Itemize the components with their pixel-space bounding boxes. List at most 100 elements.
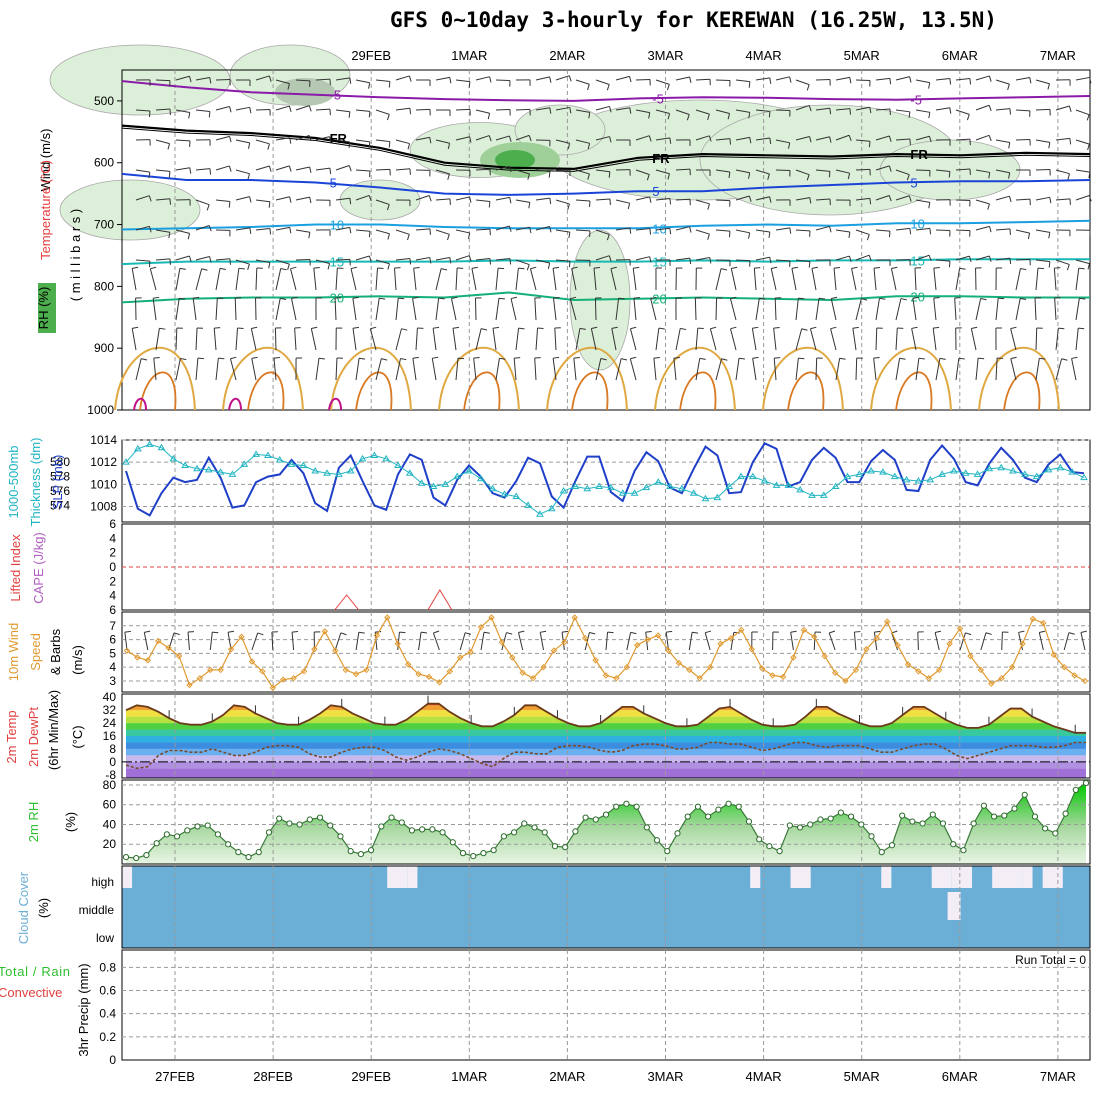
rh2m-marker [766,843,773,850]
rh2m-marker [296,821,303,828]
temp-tick-label: -8 [105,768,116,782]
temp-band [126,723,1086,730]
wind-barb [235,169,250,175]
thickness-marker [583,484,592,492]
wind-barb-flag [891,266,898,269]
wind-barb-flag [567,143,571,150]
wind-barb-flag [153,357,160,359]
wind-barb [195,358,199,381]
wind-barb [215,78,231,81]
wind-barb-flag [518,630,525,633]
thickness-marker [394,461,402,468]
rh2m-marker [705,813,712,820]
wind-barb-flag [949,107,952,114]
wind-barb [915,109,930,113]
wind-barb [431,358,437,381]
wind-barb-flag [249,196,252,203]
wind-barb [555,199,570,205]
wind-barb-flag [1086,114,1090,121]
wind-barb [1001,631,1003,651]
rh2m-marker [429,826,436,833]
wind10m-marker [300,668,308,675]
rh2m-marker [776,848,783,855]
wind-barb-flag [530,266,537,270]
rh2m-marker [531,824,538,831]
wind10m-marker [738,626,745,634]
wind-barb-flag [509,166,512,173]
wind-barb [673,358,677,381]
wind10m-marker [894,641,901,649]
wind-barb-flag [998,297,1005,300]
wind-barb-flag [768,111,771,118]
wind-barb [335,139,350,143]
rh2m-panel [121,779,1091,865]
wind10m-line [126,616,1086,689]
wind-barb [529,268,537,291]
wind-barb-flag [971,326,978,329]
wind-barb [352,298,357,321]
rh2m-marker [715,806,722,813]
wind-barb-flag [908,111,911,118]
wind10m-marker [425,673,433,681]
wind-barb [295,79,311,82]
thickness-marker [808,491,816,498]
cloud-high-gap [931,866,952,888]
thickness-marker [453,472,462,480]
wind-barb-flag [251,326,258,329]
wind-barb-flag [680,327,687,331]
wind10m-marker [831,669,839,676]
wind-barb-flag [833,267,841,269]
wind-barb-flag [965,632,972,636]
wind10m-marker [634,641,641,649]
wind-barb [195,256,210,261]
wind-barb-flag [988,135,992,142]
wind-barb [335,109,350,113]
wind-barb-flag [730,296,737,300]
thickness-marker [382,454,391,462]
wind-barb-flag [359,357,366,360]
wind-barb-flag [229,258,231,265]
rh2m-marker [265,829,273,836]
wind10m-marker [540,663,547,671]
wind-barb-flag [621,358,628,361]
wind-barb [295,166,310,171]
wind-barb [795,358,799,381]
isotherm-label: 20 [652,292,666,307]
wind-barb [610,268,617,291]
wind-barb [665,632,669,651]
wind-barb [295,229,310,233]
rh2m-marker [1001,812,1008,819]
wind-barb-flag [849,77,852,84]
wind-barb [835,255,850,261]
wind-barb [835,169,850,174]
wind-barb [595,229,610,235]
wind-barb [755,137,770,141]
thickness-marker [879,468,887,475]
wind-barb [187,632,190,651]
thickness-marker [760,477,769,484]
thickness-tick-label: 576 [50,484,70,498]
wind-barb [275,137,290,141]
wind-barb-flag [159,327,166,330]
wind-barb [955,109,970,115]
wind-barb [455,255,470,261]
wind-barb [932,328,937,351]
wind-barb [313,268,317,291]
wind10m-axis-label: 10m Wind [6,623,21,682]
wind-barb [815,198,831,201]
wind-barb [355,139,370,143]
wind-barb-flag [570,296,577,300]
wind-barb-flag [851,266,858,269]
wind-barb [355,632,360,651]
wind-barb [835,76,850,81]
wind-barb-flag [847,173,851,180]
wind-barb [615,298,620,321]
cloud-high-gap [122,866,133,888]
wind-barb [815,225,830,231]
wind-barb-flag [368,141,371,148]
isotherm-label: FR [652,151,670,166]
isotherm-line [121,80,1091,102]
temp-contour-orange [355,371,393,411]
thickness-marker [831,482,840,490]
bottom-date-label: 29FEB [351,1069,391,1084]
